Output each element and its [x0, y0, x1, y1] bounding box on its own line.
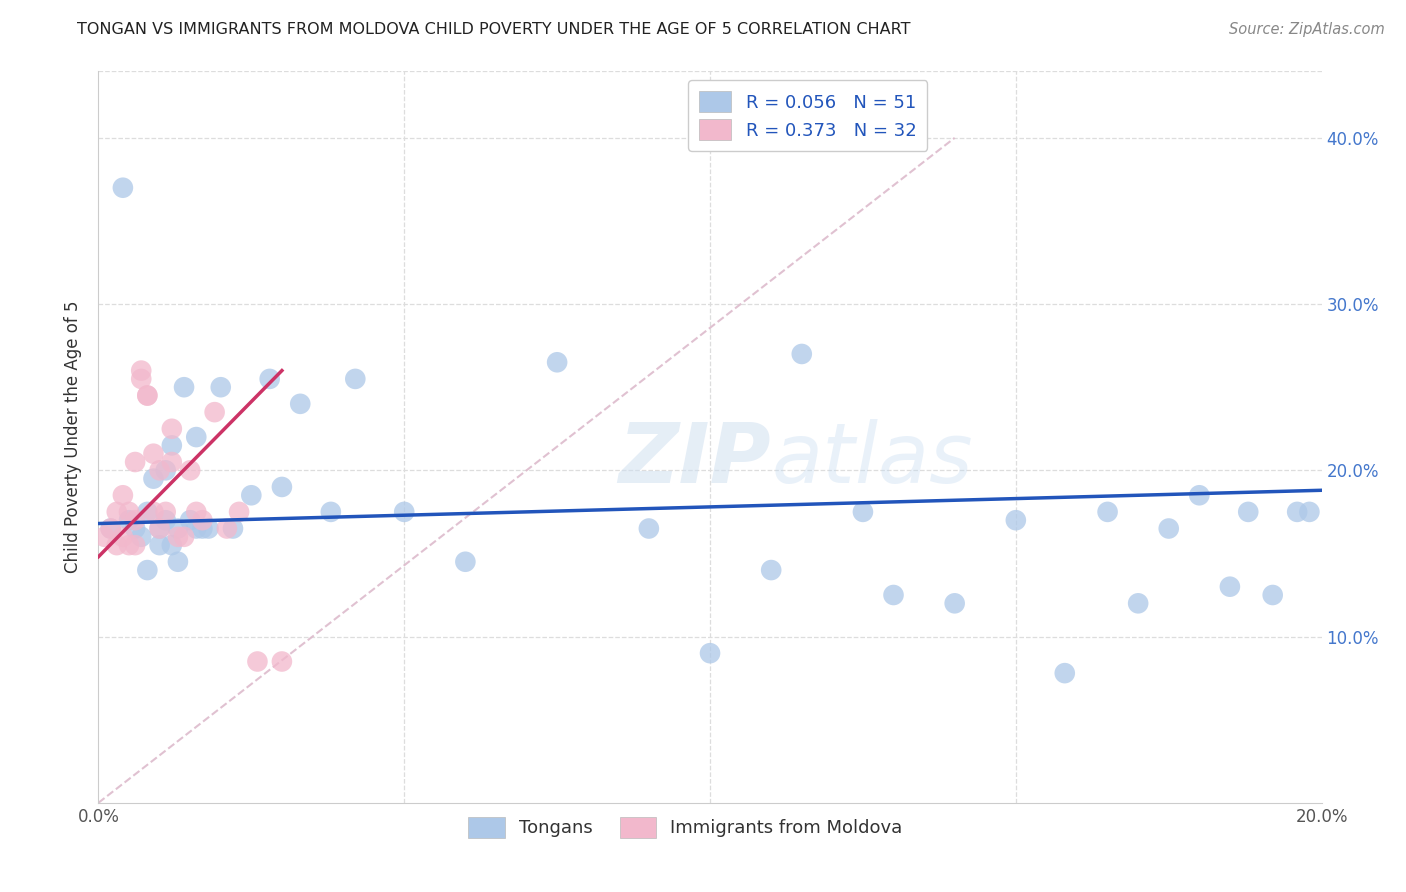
Point — [186, 505, 208, 519]
Point — [186, 521, 208, 535]
Point — [167, 555, 190, 569]
Point — [790, 347, 813, 361]
Point — [142, 505, 165, 519]
Y-axis label: Child Poverty Under the Age of 5: Child Poverty Under the Age of 5 — [65, 301, 83, 574]
Point — [1219, 580, 1241, 594]
Point — [167, 521, 190, 535]
Point — [186, 430, 208, 444]
Point — [155, 505, 177, 519]
Point — [1004, 513, 1026, 527]
Point — [759, 563, 782, 577]
Point — [155, 463, 177, 477]
Point — [852, 505, 875, 519]
Point — [344, 372, 367, 386]
Point — [129, 363, 152, 377]
Point — [191, 513, 214, 527]
Point — [118, 538, 141, 552]
Point — [240, 488, 263, 502]
Point — [1053, 666, 1076, 681]
Point — [149, 538, 172, 552]
Point — [105, 538, 128, 552]
Point — [160, 455, 183, 469]
Point — [546, 355, 568, 369]
Point — [155, 513, 177, 527]
Point — [637, 521, 661, 535]
Text: atlas: atlas — [772, 418, 973, 500]
Point — [270, 480, 292, 494]
Point — [136, 388, 159, 402]
Point — [167, 530, 190, 544]
Point — [1188, 488, 1211, 502]
Point — [943, 596, 966, 610]
Point — [118, 505, 141, 519]
Point — [124, 455, 146, 469]
Point — [204, 405, 226, 419]
Point — [270, 655, 292, 669]
Point — [209, 380, 232, 394]
Point — [179, 513, 201, 527]
Text: TONGAN VS IMMIGRANTS FROM MOLDOVA CHILD POVERTY UNDER THE AGE OF 5 CORRELATION C: TONGAN VS IMMIGRANTS FROM MOLDOVA CHILD … — [77, 22, 911, 37]
Point — [1286, 505, 1309, 519]
Point — [1237, 505, 1260, 519]
Text: ZIP: ZIP — [619, 418, 772, 500]
Point — [142, 472, 165, 486]
Text: Source: ZipAtlas.com: Source: ZipAtlas.com — [1229, 22, 1385, 37]
Point — [699, 646, 721, 660]
Point — [228, 505, 250, 519]
Point — [160, 438, 183, 452]
Point — [191, 521, 214, 535]
Point — [1097, 505, 1119, 519]
Point — [136, 388, 159, 402]
Point — [111, 488, 134, 502]
Point — [160, 422, 183, 436]
Point — [222, 521, 245, 535]
Point — [142, 447, 165, 461]
Point — [1261, 588, 1284, 602]
Point — [215, 521, 238, 535]
Point — [124, 521, 146, 535]
Point — [111, 530, 134, 544]
Point — [319, 505, 342, 519]
Point — [124, 538, 146, 552]
Point — [136, 563, 159, 577]
Point — [454, 555, 477, 569]
Point — [392, 505, 416, 519]
Point — [149, 521, 172, 535]
Legend: Tongans, Immigrants from Moldova: Tongans, Immigrants from Moldova — [461, 810, 910, 845]
Point — [100, 521, 122, 535]
Point — [111, 180, 134, 194]
Point — [1157, 521, 1180, 535]
Point — [149, 521, 172, 535]
Point — [160, 538, 183, 552]
Point — [246, 655, 269, 669]
Point — [197, 521, 219, 535]
Point — [136, 505, 159, 519]
Point — [290, 397, 312, 411]
Point — [93, 530, 115, 544]
Point — [118, 513, 141, 527]
Point — [105, 505, 128, 519]
Point — [1128, 596, 1150, 610]
Point — [100, 521, 122, 535]
Point — [173, 380, 195, 394]
Point — [259, 372, 281, 386]
Point — [883, 588, 905, 602]
Point — [124, 513, 146, 527]
Point — [129, 372, 152, 386]
Point — [1298, 505, 1320, 519]
Point — [149, 463, 172, 477]
Point — [173, 530, 195, 544]
Point — [129, 530, 152, 544]
Point — [179, 463, 201, 477]
